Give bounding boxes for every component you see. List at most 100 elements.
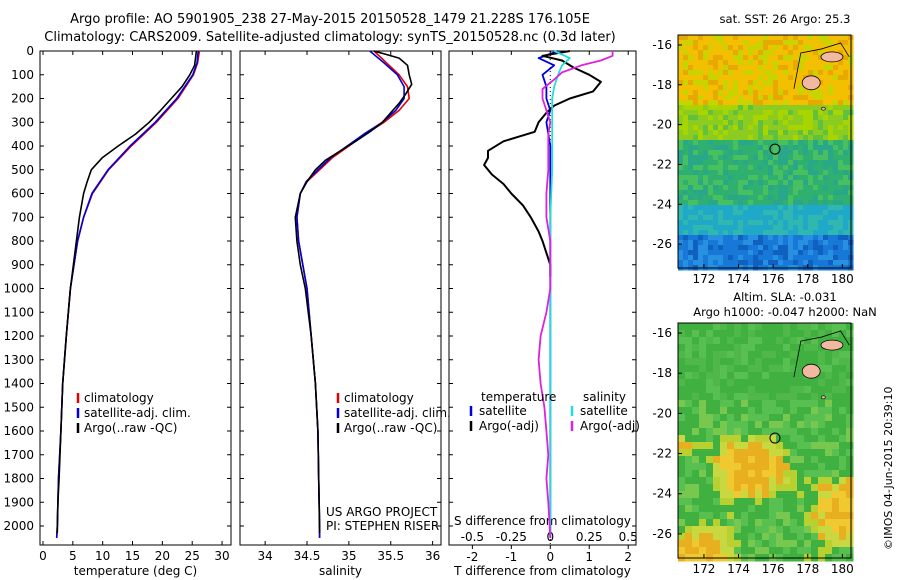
sla-map-cell [706,484,714,492]
sst-map-cell [763,75,769,81]
sst-map-cell [693,150,699,156]
sst-map-cell [808,165,814,171]
sst-map-cell [778,255,784,261]
sst-map-cell [773,110,779,116]
sst-map-cell [753,65,759,71]
sst-map-cell [768,80,774,86]
sla-map-cell [825,547,833,555]
sla-map-cell [755,533,763,541]
sst-map-cell [808,240,814,246]
sla-map-cell [811,358,819,366]
sst-map-cell [723,190,729,196]
sst-map-cell [768,215,774,221]
sst-map-cell [753,110,759,116]
sla-map-cell [804,344,812,352]
sla-map-cell [748,358,756,366]
sla-map-cell [825,456,833,464]
sst-map-cell [753,155,759,161]
sst-map-cell [678,100,684,106]
sst-map-cell [798,210,804,216]
sst-map-cell [743,125,749,131]
sst-map-cell [753,250,759,256]
sst-map-cell [838,70,844,76]
depth-tick-label: 300 [11,115,34,129]
sla-map-cell [790,351,798,359]
sla-map-cell [699,365,707,373]
sst-map-cell [818,115,824,121]
sla-map-cell [678,512,686,520]
sst-map-cell [743,85,749,91]
sst-map-cell [698,190,704,196]
sla-map-cell [783,442,791,450]
sst-map-cell [738,125,744,131]
sst-map-cell [728,170,734,176]
sst-map-cell [753,175,759,181]
sst-map-cell [798,170,804,176]
sst-map-cell [733,175,739,181]
sla-map-cell [741,351,749,359]
sst-map-cell [748,70,754,76]
sst-map-cell [733,195,739,201]
sst-map-cell [683,200,689,206]
sla-map-cell [776,386,784,394]
sst-map-cell [783,100,789,106]
sla-map-cell [748,540,756,548]
sst-map-cell [723,110,729,116]
sst-map-cell [698,250,704,256]
sla-map-cell [797,400,805,408]
sst-map-cell [743,70,749,76]
sst-map-cell [788,90,794,96]
sst-map-cell [693,260,699,266]
sla-map-cell [713,435,721,443]
sla-map-cell [713,512,721,520]
sla-map-cell [783,435,791,443]
sst-map-cell [693,200,699,206]
sla-map-cell [783,337,791,345]
sst-map-cell [713,155,719,161]
sla-map-cell [706,386,714,394]
sla-map-cell [706,421,714,429]
sst-map-cell [783,260,789,266]
sst-map-cell [738,150,744,156]
sst-map-cell [738,130,744,136]
sla-map-cell [748,372,756,380]
sst-map-cell [773,245,779,251]
sla-map-cell [706,400,714,408]
sst-map-cell [713,100,719,106]
sla-map-cell [790,386,798,394]
sst-map-cell [818,155,824,161]
sst-map-cell [718,65,724,71]
sst-map-cell [738,245,744,251]
sst-map-cell [733,230,739,236]
sst-map-cell [723,70,729,76]
sst-map-cell [788,180,794,186]
sla-map-cell [818,505,826,513]
sla-map-cell [762,526,770,534]
sla-map-cell [699,519,707,527]
sst-map-cell [688,155,694,161]
sst-map-cell [738,215,744,221]
sst-map-cell [818,140,824,146]
sst-map-cell [678,190,684,196]
sst-map-cell [783,90,789,96]
sst-map-cell [818,190,824,196]
sst-map-cell [728,90,734,96]
sst-map-cell [693,220,699,226]
sst-map-cell [783,115,789,121]
sla-map-cell [804,484,812,492]
sst-map-cell [728,45,734,51]
sla-map-cell [706,330,714,338]
sla-map-cell [692,435,700,443]
sla-map-cell [776,498,784,506]
sst-map-cell [758,60,764,66]
sst-map-cell [733,35,739,41]
sst-map-cell [823,160,829,166]
sla-map-cell [762,519,770,527]
sst-map-cell [743,110,749,116]
sla-map-cell [713,372,721,380]
sla-map-cell [776,407,784,415]
sst-map-cell [778,250,784,256]
sst-map-cell [743,155,749,161]
sla-map-cell [755,470,763,478]
sst-map-cell [688,255,694,261]
